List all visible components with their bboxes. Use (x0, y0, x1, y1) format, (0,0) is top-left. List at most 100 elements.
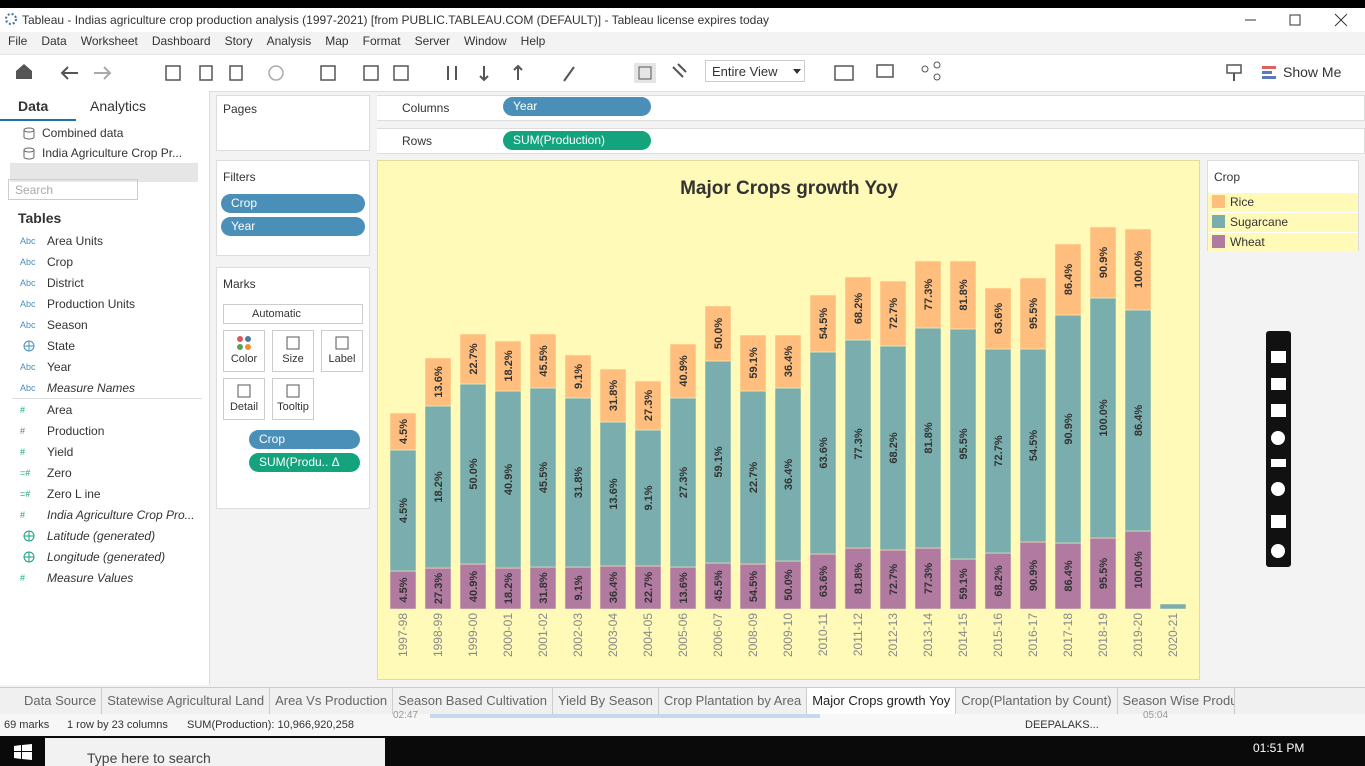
search-box[interactable]: Search (8, 179, 138, 200)
x-tick-label: 2008-09 (746, 613, 760, 657)
sheet-tab[interactable]: Crop(Plantation by Count) (956, 688, 1118, 714)
bar-segment (599, 421, 627, 567)
x-tick-label: 2002-03 (571, 613, 585, 657)
menu-item[interactable]: Analysis (266, 34, 312, 48)
data-label: 100.0% (1133, 551, 1145, 589)
start-button[interactable] (14, 744, 32, 760)
data-label: 40.9% (503, 464, 515, 495)
legend-label[interactable]: Sugarcane (1230, 215, 1289, 229)
filter-pill[interactable]: Year (221, 217, 365, 236)
toolbar-icons-right[interactable] (833, 61, 953, 85)
menu-item[interactable]: Help (520, 34, 546, 48)
status-user[interactable]: DEEPALAKS... (1025, 719, 1099, 731)
marks-button[interactable]: Size (272, 330, 314, 372)
data-source[interactable]: Combined data (42, 126, 124, 140)
bar-segment (1054, 243, 1082, 316)
mark-type-dropdown[interactable]: Automatic (223, 304, 363, 324)
data-source[interactable]: India Agriculture Crop Pr... (42, 146, 183, 160)
data-label: 13.6% (678, 572, 690, 603)
menu-item[interactable]: Data (41, 34, 67, 48)
marks-button[interactable]: Detail (223, 378, 265, 420)
sheet-tab[interactable]: Area Vs Production (270, 688, 394, 714)
sheet-tab[interactable]: Season Based Cultivation (393, 688, 553, 714)
field[interactable]: Yield (47, 445, 74, 459)
field[interactable]: Production Units (47, 297, 136, 311)
legend-swatch (1212, 235, 1225, 248)
x-tick-label: 2012-13 (886, 613, 900, 657)
data-label: 31.8% (573, 467, 585, 498)
field[interactable]: Season (47, 318, 88, 332)
field[interactable]: Longitude (generated) (47, 550, 166, 564)
marks-button[interactable]: Color (223, 330, 265, 372)
window-controls[interactable] (1240, 11, 1360, 29)
rows-pill[interactable]: SUM(Production) (503, 131, 651, 150)
marks-button[interactable]: Label (321, 330, 363, 372)
source-icon (23, 147, 35, 160)
field[interactable]: Latitude (generated) (47, 529, 156, 543)
marks-pill[interactable]: SUM(Produ.. Δ (249, 453, 360, 472)
menu-item[interactable]: Worksheet (80, 34, 138, 48)
marks-button-icon (286, 384, 300, 398)
bar-segment (949, 328, 977, 560)
legend-row (1208, 233, 1358, 252)
field[interactable]: Area Units (47, 234, 104, 248)
data-label: 68.2% (853, 293, 865, 324)
columns-pill[interactable]: Year (503, 97, 651, 116)
x-tick-label: 2009-10 (781, 613, 795, 657)
sheet-tab[interactable]: Statewise Agricultural Land (102, 688, 271, 714)
field[interactable]: Crop (47, 255, 74, 269)
menu-item[interactable]: Window (463, 34, 507, 48)
field[interactable]: State (47, 339, 76, 353)
data-label: 27.3% (643, 390, 655, 421)
filter-pill[interactable]: Crop (221, 194, 365, 213)
sheet-tab[interactable]: Data Source (0, 688, 103, 714)
bar-segment (879, 549, 907, 610)
sheet-tab[interactable]: Major Crops growth Yoy (807, 688, 957, 714)
field[interactable]: Measure Names (47, 381, 136, 395)
data-label: 4.5% (398, 419, 410, 444)
field[interactable]: Area (47, 403, 73, 417)
bar-segment (424, 357, 452, 407)
menu-item[interactable]: Map (325, 34, 349, 48)
data-label: 59.1% (958, 568, 970, 599)
mark-type: Automatic (252, 308, 301, 320)
sheet-tab[interactable]: Crop Plantation by Area (659, 688, 808, 714)
field[interactable]: India Agriculture Crop Pro... (47, 508, 195, 522)
menu-item[interactable]: File (8, 34, 28, 48)
pane-tab[interactable]: Data (18, 98, 49, 114)
marks-button-label: Tooltip (277, 401, 309, 413)
bar-segment (914, 547, 942, 610)
marks-button[interactable]: Tooltip (272, 378, 314, 420)
bar-segment (634, 565, 662, 610)
field-icon: Abc (20, 299, 36, 309)
data-label: 77.3% (853, 428, 865, 459)
data-label: 81.8% (958, 279, 970, 310)
tables-heading: Tables (18, 210, 62, 226)
show-me[interactable]: Show Me (1283, 64, 1342, 80)
menu-item[interactable]: Server (414, 34, 450, 48)
field[interactable]: Production (47, 424, 105, 438)
field[interactable]: Year (47, 360, 72, 374)
menu-item[interactable]: Story (224, 34, 253, 48)
legend-label[interactable]: Rice (1230, 195, 1255, 209)
field[interactable]: Zero L ine (47, 487, 101, 501)
toolbar-icons[interactable] (8, 61, 698, 85)
sheet-tab[interactable]: Yield By Season (553, 688, 659, 714)
sheet-tab[interactable]: Season Wise Produ (1118, 688, 1235, 714)
player-progress[interactable] (430, 714, 820, 718)
x-tick-label: 2020-21 (1166, 613, 1180, 657)
taskbar-search[interactable]: Type here to search (45, 738, 385, 766)
field[interactable]: District (47, 276, 84, 290)
clock: 01:51 PM (1253, 741, 1305, 755)
pane-tab[interactable]: Analytics (90, 98, 147, 114)
data-label: 18.2% (503, 573, 515, 604)
view-dropdown[interactable]: Entire View (705, 60, 805, 82)
field[interactable]: Zero (47, 466, 72, 480)
menu-item[interactable]: Dashboard (151, 34, 211, 48)
field-icon (23, 530, 35, 542)
menu-item[interactable]: Format (362, 34, 401, 48)
field[interactable]: Measure Values (47, 571, 134, 585)
recorder-icons[interactable] (1266, 331, 1291, 567)
legend-label[interactable]: Wheat (1230, 235, 1265, 249)
marks-pill[interactable]: Crop (249, 430, 360, 449)
